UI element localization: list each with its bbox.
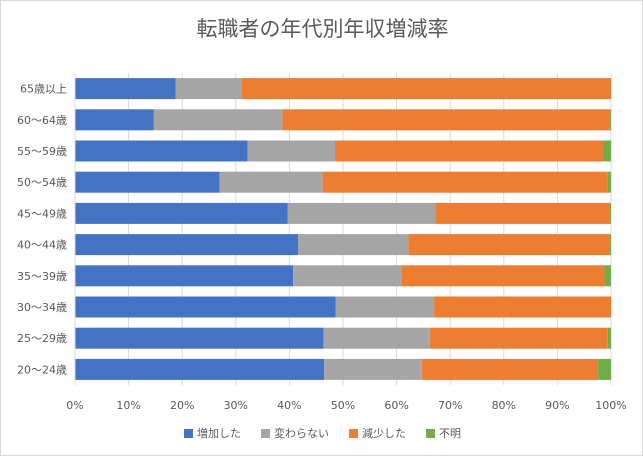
bar-segment-series-2: [429, 327, 608, 349]
bar-segment-series-2: [408, 234, 610, 256]
y-tick-label: 20～24歳: [17, 363, 67, 376]
bar-segment-series-3: [607, 171, 611, 193]
bar-segment-series-1: [247, 140, 335, 162]
bar-segment-series-1: [323, 327, 430, 349]
bar-segment-series-0: [75, 202, 288, 224]
bar-segment-series-0: [75, 234, 298, 256]
bar-segment-series-1: [335, 296, 435, 318]
x-tick-label: 10%: [116, 399, 140, 412]
y-tick-label: 25～29歳: [17, 332, 67, 345]
x-tick-label: 90%: [545, 399, 569, 412]
bar-segment-series-2: [435, 202, 610, 224]
bar-segment-series-0: [75, 109, 154, 131]
bar-segment-series-3: [602, 140, 611, 162]
y-tick-label: 60～64歳: [17, 114, 67, 127]
bar-segment-series-0: [75, 296, 336, 318]
x-tick-label: 30%: [224, 399, 248, 412]
legend-label: 増加した: [197, 427, 241, 440]
bar-segment-series-1: [293, 265, 402, 287]
bar-segment-series-1: [287, 202, 436, 224]
y-tick-label: 45～49歳: [17, 207, 67, 220]
y-tick-label: 35～39歳: [17, 270, 67, 283]
legend-item: 変わらない: [261, 425, 329, 441]
bar-segment-series-2: [282, 109, 610, 131]
bar-segment-series-0: [75, 140, 248, 162]
bar-segment-series-3: [609, 202, 611, 224]
x-tick-label: 100%: [595, 399, 626, 412]
y-tick-label: 55～59歳: [17, 145, 67, 158]
bar-segment-series-2: [334, 140, 603, 162]
x-tick-label: 60%: [384, 399, 408, 412]
bar-segment-series-0: [75, 358, 325, 380]
x-tick-label: 50%: [331, 399, 355, 412]
bar-segment-series-3: [598, 358, 611, 380]
y-tick-label: 30～34歳: [17, 301, 67, 314]
bar-segment-series-3: [609, 234, 611, 256]
bar-segment-series-0: [75, 171, 220, 193]
bar-segment-series-2: [401, 265, 605, 287]
chart-title: 転職者の年代別年収増減率: [196, 17, 449, 41]
legend-swatch: [261, 428, 270, 438]
x-tick-label: 0%: [66, 399, 83, 412]
bar-segment-series-1: [175, 78, 242, 100]
legend-label: 不明: [439, 427, 461, 440]
x-tick-label: 70%: [438, 399, 462, 412]
legend-item: 減少した: [349, 425, 406, 441]
legend-swatch: [426, 428, 435, 438]
bar-segment-series-0: [75, 265, 294, 287]
x-tick-label: 80%: [492, 399, 516, 412]
bar-segment-series-2: [241, 78, 611, 100]
y-tick-label: 65歳以上: [20, 83, 67, 96]
bar-segment-series-0: [75, 327, 324, 349]
bar-segment-series-3: [604, 265, 611, 287]
bar-segment-series-1: [219, 171, 323, 193]
legend-label: 減少した: [362, 427, 406, 440]
bar-segment-series-2: [421, 358, 599, 380]
legend-item: 増加した: [184, 425, 241, 441]
legend-swatch: [349, 428, 358, 438]
bar-segment-series-1: [153, 109, 283, 131]
bar-segment-series-1: [297, 234, 409, 256]
chart-legend: 増加した 変わらない 減少した 不明: [1, 425, 643, 441]
x-tick-label: 40%: [277, 399, 301, 412]
bar-segment-series-3: [607, 327, 611, 349]
bar-segment-series-2: [322, 171, 608, 193]
legend-swatch: [184, 428, 193, 438]
x-tick-label: 20%: [170, 399, 194, 412]
y-tick-label: 40～44歳: [17, 239, 67, 252]
bar-segment-series-1: [324, 358, 422, 380]
bar-segment-series-0: [75, 78, 176, 100]
bar-segment-series-2: [434, 296, 611, 318]
y-tick-label: 50～54歳: [17, 176, 67, 189]
legend-item: 不明: [426, 425, 461, 441]
bar-segment-series-3: [609, 109, 611, 131]
legend-label: 変わらない: [274, 427, 329, 440]
